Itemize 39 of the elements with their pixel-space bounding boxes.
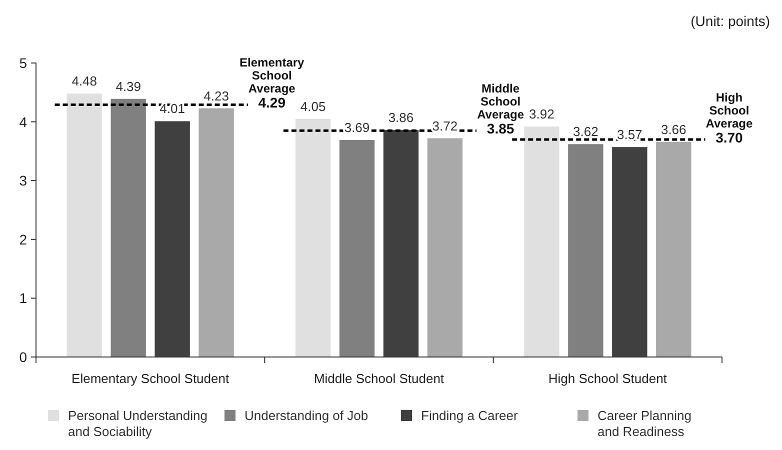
data-label: 4.39: [116, 78, 141, 94]
bar: [427, 138, 463, 357]
data-label: 4.01: [160, 101, 185, 116]
y-tick-label: 4: [19, 114, 28, 130]
bar: [339, 140, 375, 357]
data-label: 4.48: [72, 74, 98, 89]
bar: [383, 130, 419, 357]
bar: [154, 121, 190, 357]
data-label: 3.62: [573, 124, 598, 140]
bar: [612, 147, 648, 357]
text: (Unit: points): [690, 13, 770, 29]
y-tick-label: 3: [19, 172, 28, 189]
y-tick-label: 2: [19, 231, 28, 248]
bar: [656, 142, 692, 357]
data-label: 4.23: [204, 88, 229, 104]
data-label: 4.05: [300, 98, 326, 114]
bar: [66, 94, 102, 357]
data-label: 3.66: [660, 122, 686, 137]
data-label: 3.72: [432, 118, 458, 134]
legend-label: Career Planning and Readiness: [598, 408, 692, 439]
x-tick-label: Middle School Student: [314, 371, 444, 386]
bar: [110, 98, 146, 357]
bar: [198, 108, 234, 357]
legend-label: Understanding of Job: [244, 408, 368, 423]
bar: [524, 126, 560, 357]
x-tick-label: Elementary School Student: [72, 371, 230, 386]
y-tick-label: 5: [19, 55, 28, 71]
bar: [295, 118, 331, 357]
y-tick-label: 0: [19, 349, 28, 365]
data-label: 3.92: [529, 106, 554, 122]
bar: [568, 144, 604, 357]
legend-label: Finding a Career: [421, 408, 518, 423]
legend-label: Personal Understanding and Sociability: [68, 408, 208, 439]
data-label: 3.86: [388, 110, 414, 126]
data-label: 3.57: [617, 127, 642, 142]
ref-line-label: Middle School Average 3.85: [477, 82, 524, 137]
y-tick-label: 1: [19, 290, 28, 306]
x-tick-label: High School Student: [548, 371, 668, 386]
ref-line-label: High School Average 3.70: [706, 90, 753, 146]
